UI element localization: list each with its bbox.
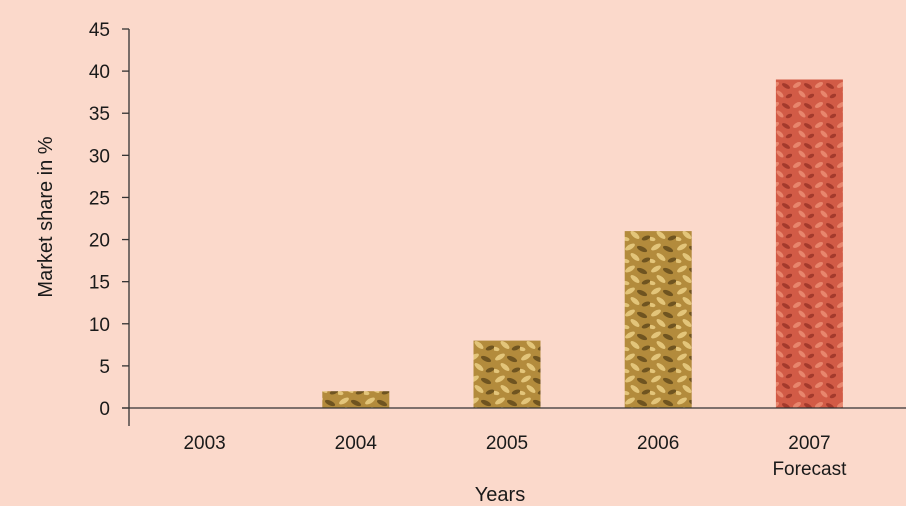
y-tick-label: 35 [89,104,110,125]
y-tick-label: 0 [99,399,110,420]
y-tick-label: 25 [89,188,110,209]
bar-2004 [322,391,390,408]
y-tick-label: 10 [89,315,110,336]
bar-2007 [775,79,843,408]
y-tick-label: 45 [89,20,110,41]
x-tick-label-2006: 2006 [637,433,679,454]
x-tick-label-2003: 2003 [183,433,225,454]
bar-2005 [473,340,541,408]
bar-2006 [624,231,692,408]
y-axis-title: Market share in % [35,136,57,297]
x-axis-title: Years [475,484,525,506]
x-tick-label-2004: 2004 [335,433,378,454]
y-tick-label: 20 [89,231,110,252]
y-tick-label: 40 [89,62,110,83]
y-tick-label: 15 [89,273,110,294]
x-tick-sublabel: Forecast [772,459,847,480]
y-tick-label: 30 [89,146,110,167]
x-tick-label-2007: 2007 [788,433,830,454]
y-tick-label: 5 [99,357,110,378]
x-tick-label-2005: 2005 [486,433,528,454]
